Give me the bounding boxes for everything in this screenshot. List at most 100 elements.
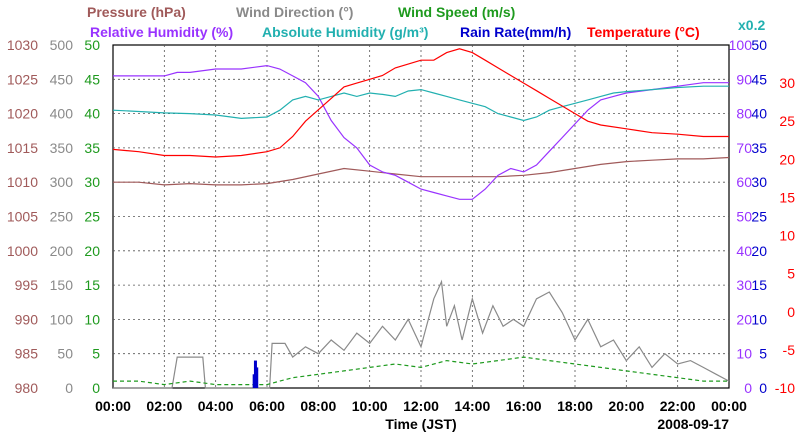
tick-label-temperature: 0 <box>787 304 795 320</box>
tick-label-wind_speed: 50 <box>84 37 100 53</box>
x-tick-label: 22:00 <box>660 398 696 414</box>
x-tick-label: 00:00 <box>711 398 747 414</box>
tick-label-relative_humidity: 80 <box>736 106 752 122</box>
tick-label-wind_direction: 300 <box>50 174 74 190</box>
tick-label-pressure: 995 <box>15 277 39 293</box>
tick-label-wind_direction: 200 <box>50 243 74 259</box>
tick-label-wind_speed: 35 <box>84 140 100 156</box>
tick-label-relative_humidity: 70 <box>736 140 752 156</box>
series-line-2 <box>113 356 729 386</box>
tick-label-wind_direction: 500 <box>50 37 74 53</box>
x-tick-label: 16:00 <box>506 398 542 414</box>
series-line-6 <box>112 48 729 158</box>
x-tick-label: 04:00 <box>198 398 234 414</box>
tick-label-temperature: -5 <box>783 342 796 358</box>
tick-label-relative_humidity: 20 <box>736 311 752 327</box>
tick-label-relative_humidity: 40 <box>736 243 752 259</box>
scale-note-label: x0.2 <box>738 17 765 33</box>
tick-label-wind_speed: 10 <box>84 311 100 327</box>
tick-label-pressure: 1010 <box>7 174 38 190</box>
x-tick-label: 10:00 <box>352 398 388 414</box>
left-axes: 1030102510201015101010051000995990985980… <box>7 37 100 396</box>
tick-label-rain_rate: 15 <box>751 277 767 293</box>
tick-label-wind_speed: 0 <box>92 380 100 396</box>
x-tick-label: 02:00 <box>146 398 182 414</box>
x-tick-label: 18:00 <box>557 398 593 414</box>
legend-bottom-item: Relative Humidity (%) <box>90 24 233 40</box>
tick-label-pressure: 1015 <box>7 140 38 156</box>
legend-top-item: Wind Direction (°) <box>236 4 353 20</box>
tick-label-rain_rate: 5 <box>759 346 767 362</box>
x-tick-label: 06:00 <box>249 398 285 414</box>
rain-bar <box>255 367 259 388</box>
x-tick-label: 00:00 <box>95 398 131 414</box>
tick-label-temperature: 15 <box>779 189 795 205</box>
tick-label-temperature: 25 <box>779 113 795 129</box>
tick-label-relative_humidity: 90 <box>736 71 752 87</box>
legend-bottom-item: Rain Rate(mm/h) <box>460 24 571 40</box>
tick-label-relative_humidity: 0 <box>744 380 752 396</box>
tick-label-relative_humidity: 50 <box>736 209 752 225</box>
series-line-0 <box>113 156 730 186</box>
tick-label-wind_speed: 30 <box>84 174 100 190</box>
tick-label-temperature: 30 <box>779 75 795 91</box>
legend-top-item: Wind Speed (m/s) <box>398 4 515 20</box>
plot-area <box>112 44 730 389</box>
legend-top: Pressure (hPa) Wind Direction (°) Wind Spe… <box>87 4 515 20</box>
right-axes: 1009080706050403020100504540353025201510… <box>729 37 796 396</box>
tick-label-relative_humidity: 100 <box>729 37 753 53</box>
tick-label-pressure: 1000 <box>7 243 38 259</box>
tick-label-relative_humidity: 10 <box>736 346 752 362</box>
date-label: 2008-09-17 <box>657 416 729 432</box>
tick-label-rain_rate: 50 <box>751 37 767 53</box>
tick-label-pressure: 1005 <box>7 209 38 225</box>
tick-label-rain_rate: 35 <box>751 140 767 156</box>
legend-top-item: Pressure (hPa) <box>87 4 186 20</box>
series-line-1 <box>113 279 730 389</box>
legend-bottom-item: Temperature (°C) <box>587 24 700 40</box>
tick-label-rain_rate: 30 <box>751 174 767 190</box>
tick-label-rain_rate: 45 <box>751 71 767 87</box>
tick-label-temperature: 10 <box>779 228 795 244</box>
tick-label-wind_direction: 350 <box>50 140 74 156</box>
tick-label-wind_direction: 50 <box>57 346 73 362</box>
x-tick-label: 08:00 <box>300 398 336 414</box>
tick-label-relative_humidity: 60 <box>736 174 752 190</box>
x-tick-label: 12:00 <box>403 398 439 414</box>
tick-label-wind_direction: 150 <box>50 277 74 293</box>
legend-bottom-item: Absolute Humidity (g/m³) <box>262 24 428 40</box>
tick-label-wind_speed: 15 <box>84 277 100 293</box>
legend-bottom: Relative Humidity (%) Absolute Humidity (… <box>90 24 700 40</box>
x-axis: 00:00 02:00 04:00 06:00 08:00 10:00 12:00 14:00… <box>95 398 747 414</box>
tick-label-wind_direction: 100 <box>50 311 74 327</box>
tick-label-temperature: 20 <box>779 151 795 167</box>
tick-label-pressure: 990 <box>15 311 39 327</box>
tick-label-pressure: 1020 <box>7 106 38 122</box>
tick-label-rain_rate: 0 <box>759 380 767 396</box>
tick-label-wind_speed: 40 <box>84 106 100 122</box>
tick-label-rain_rate: 10 <box>751 311 767 327</box>
x-axis-label: Time (JST) <box>385 416 456 432</box>
series-line-4 <box>112 85 729 122</box>
tick-label-rain_rate: 40 <box>751 106 767 122</box>
tick-label-pressure: 985 <box>15 346 39 362</box>
tick-label-wind_direction: 450 <box>50 71 74 87</box>
tick-label-temperature: -10 <box>775 380 795 396</box>
tick-label-wind_speed: 45 <box>84 71 100 87</box>
tick-label-wind_speed: 5 <box>92 346 100 362</box>
tick-label-wind_speed: 20 <box>84 243 100 259</box>
tick-label-relative_humidity: 30 <box>736 277 752 293</box>
tick-label-wind_speed: 25 <box>84 209 100 225</box>
tick-label-pressure: 980 <box>15 380 39 396</box>
tick-label-pressure: 1025 <box>7 71 38 87</box>
tick-label-rain_rate: 20 <box>751 243 767 259</box>
x-tick-label: 14:00 <box>454 398 490 414</box>
tick-label-wind_direction: 400 <box>50 106 74 122</box>
x-tick-label: 20:00 <box>608 398 644 414</box>
tick-label-wind_direction: 250 <box>50 209 74 225</box>
tick-label-pressure: 1030 <box>7 37 38 53</box>
tick-label-temperature: 5 <box>787 266 795 282</box>
series-line-3 <box>113 64 729 200</box>
tick-label-rain_rate: 25 <box>751 209 767 225</box>
